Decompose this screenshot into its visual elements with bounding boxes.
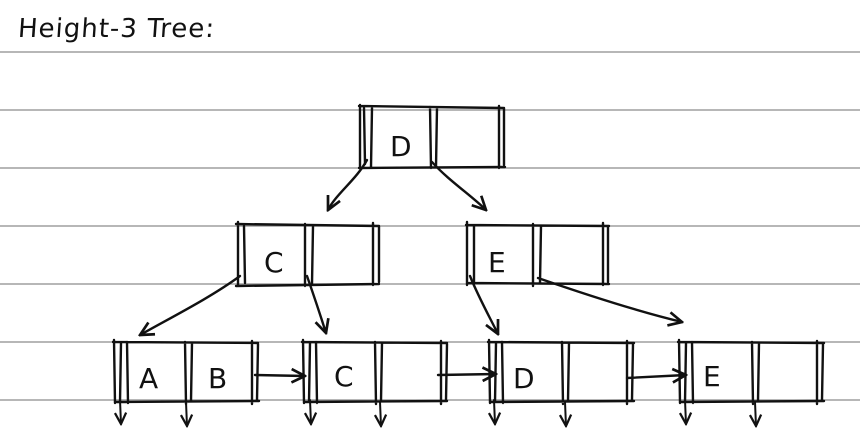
leaf-ab-key-1: A [139, 362, 158, 395]
record-pointer [120, 399, 121, 424]
leaf-node-e: E [676, 338, 826, 406]
leaf-node-ab: A B [111, 338, 261, 406]
leaf-ab-key-2: B [208, 362, 227, 395]
sibling-links [253, 374, 686, 378]
leaf-d-key-1: D [513, 362, 535, 395]
record-pointer [565, 401, 566, 426]
child-pointers [140, 158, 682, 335]
internal-node-e: E [464, 220, 611, 288]
leaf-c-key-1: C [334, 360, 354, 393]
record-pointer [310, 399, 311, 424]
pointer-root-to-e [430, 160, 486, 210]
record-pointer [494, 399, 495, 424]
internal-c-key-1: C [264, 246, 284, 279]
internal-node-c: C [234, 220, 381, 288]
leaf-node-d: D [486, 338, 636, 406]
pointer-c-to-leaf-ab [140, 274, 242, 335]
sibling-link-3 [625, 375, 686, 378]
record-pointer [685, 399, 686, 424]
record-pointer [186, 401, 187, 426]
pointer-e-to-leaf-d [468, 274, 498, 334]
ruled-lines [0, 51, 860, 401]
page-title: Height-3 Tree: [16, 14, 217, 44]
sibling-link-1 [253, 375, 305, 376]
record-pointer [380, 401, 381, 426]
sibling-link-2 [436, 374, 496, 375]
root-key-1: D [390, 130, 412, 163]
record-pointer [755, 401, 756, 426]
record-pointers [120, 399, 756, 426]
leaf-e-key-1: E [703, 360, 721, 393]
pointer-e-to-leaf-e [536, 276, 682, 322]
root-node: D [357, 103, 507, 170]
leaf-node-c: C [300, 338, 449, 406]
pointer-root-to-c [328, 158, 369, 210]
pointer-c-to-leaf-c [305, 274, 326, 333]
internal-e-key-1: E [488, 246, 506, 279]
